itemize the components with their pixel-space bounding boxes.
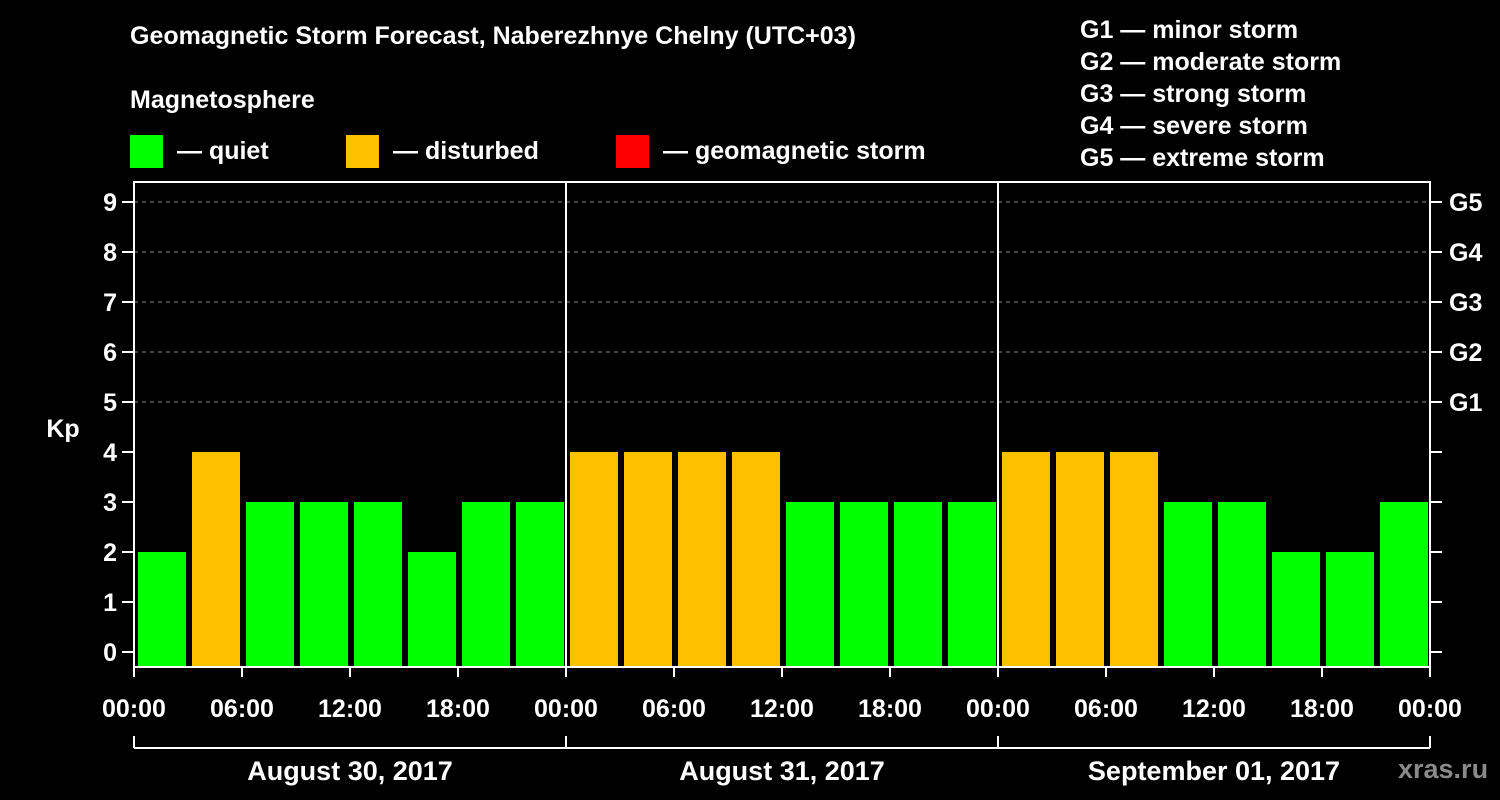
storm-scale-g1: G1 — minor storm [1080, 16, 1299, 44]
legend-disturbed-swatch [346, 134, 379, 168]
legend-quiet: — quiet [130, 134, 269, 168]
day-label-2: September 01, 2017 [1088, 756, 1340, 786]
g-label-g3: G3 [1449, 289, 1482, 317]
bar-10 [678, 452, 726, 667]
bar-0 [138, 552, 186, 667]
xtick-label-5: 06:00 [642, 695, 706, 723]
bar-4 [354, 502, 402, 667]
storm-scale-legend: G1 — minor storm G2 — moderate storm G3 … [1080, 14, 1341, 174]
bar-1 [192, 452, 240, 667]
bar-22 [1326, 552, 1374, 667]
bar-19 [1164, 502, 1212, 667]
bar-21 [1272, 552, 1320, 667]
bar-8 [570, 452, 618, 667]
g-label-g2: G2 [1449, 339, 1482, 367]
ytick-label-9: 9 [103, 189, 117, 217]
bars [138, 452, 1428, 667]
legend-quiet-swatch [130, 134, 163, 168]
ytick-label-1: 1 [103, 589, 117, 617]
storm-scale-g2: G2 — moderate storm [1080, 48, 1342, 76]
legend-storm-label: — geomagnetic storm [663, 136, 926, 165]
bar-23 [1380, 502, 1428, 667]
magnetosphere-title: Magnetosphere [130, 86, 315, 114]
xtick-label-0: 00:00 [102, 695, 166, 723]
bar-5 [408, 552, 456, 667]
ytick-label-2: 2 [103, 539, 117, 567]
bar-6 [462, 502, 510, 667]
bar-20 [1218, 502, 1266, 667]
bar-9 [624, 452, 672, 667]
xtick-label-4: 00:00 [534, 695, 598, 723]
ytick-label-7: 7 [103, 289, 117, 317]
legend-storm: — geomagnetic storm [616, 134, 926, 168]
xtick-label-2: 12:00 [318, 695, 382, 723]
legend-disturbed: — disturbed [346, 134, 539, 168]
ytick-label-6: 6 [103, 339, 117, 367]
day-label-0: August 30, 2017 [247, 756, 453, 786]
bar-16 [1002, 452, 1050, 667]
xtick-label-9: 06:00 [1074, 695, 1138, 723]
xtick-label-3: 18:00 [426, 695, 490, 723]
storm-scale-g4: G4 — severe storm [1080, 112, 1308, 140]
grid-lines [134, 201, 1430, 403]
bar-17 [1056, 452, 1104, 667]
ytick-label-3: 3 [103, 489, 117, 517]
bar-15 [948, 502, 996, 667]
xtick-label-11: 18:00 [1290, 695, 1354, 723]
day-label-1: August 31, 2017 [679, 756, 885, 786]
xtick-label-1: 06:00 [210, 695, 274, 723]
y-axis-label: Kp [46, 415, 79, 443]
storm-scale-g3: G3 — strong storm [1080, 80, 1307, 108]
bar-11 [732, 452, 780, 667]
xtick-label-8: 00:00 [966, 695, 1030, 723]
axes [122, 181, 1442, 749]
bar-3 [300, 502, 348, 667]
g-label-g1: G1 [1449, 389, 1482, 417]
legend-storm-swatch [616, 134, 649, 168]
bar-14 [894, 502, 942, 667]
bar-13 [840, 502, 888, 667]
xtick-label-7: 18:00 [858, 695, 922, 723]
xtick-label-6: 12:00 [750, 695, 814, 723]
storm-scale-g5: G5 — extreme storm [1080, 144, 1325, 172]
ytick-label-0: 0 [103, 639, 117, 667]
bar-18 [1110, 452, 1158, 667]
g-label-g4: G4 [1449, 239, 1482, 267]
legend-quiet-label: — quiet [177, 136, 269, 165]
xtick-label-12: 00:00 [1398, 695, 1462, 723]
ytick-label-4: 4 [103, 439, 117, 467]
xtick-label-10: 12:00 [1182, 695, 1246, 723]
ytick-label-8: 8 [103, 239, 117, 267]
bar-2 [246, 502, 294, 667]
ytick-label-5: 5 [103, 389, 117, 417]
g-label-g5: G5 [1449, 189, 1482, 217]
legend-disturbed-label: — disturbed [393, 136, 539, 165]
chart-title: Geomagnetic Storm Forecast, Naberezhnye … [130, 22, 856, 50]
bar-7 [516, 502, 564, 667]
bar-12 [786, 502, 834, 667]
watermark: xras.ru [1398, 754, 1489, 784]
tick-labels: 0 1 2 3 4 5 6 7 8 9 G1 G2 G3 G4 G5 Kp 00:00 06:00 12:00 18:… [46, 189, 1482, 786]
